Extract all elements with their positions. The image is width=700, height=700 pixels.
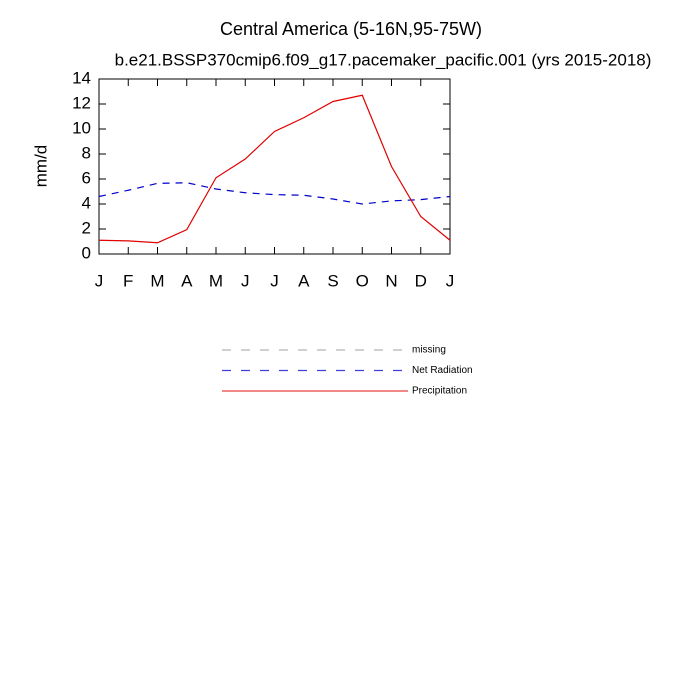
x-tick-label: M <box>209 271 223 290</box>
y-tick-label: 2 <box>82 218 91 237</box>
x-tick-label: A <box>298 271 310 290</box>
x-tick-label: J <box>241 271 250 290</box>
x-tick-label: O <box>356 271 369 290</box>
x-tick-label: J <box>270 271 279 290</box>
y-tick-label: 4 <box>82 193 91 212</box>
legend-label: missing <box>412 345 446 356</box>
x-tick-label: S <box>327 271 338 290</box>
legend-label: Net Radiation <box>412 365 473 376</box>
y-tick-label: 14 <box>72 68 91 87</box>
plot-frame <box>98 78 451 255</box>
x-tick-label: J <box>446 271 455 290</box>
chart-subtitle: b.e21.BSSP370cmip6.f09_g17.pacemaker_pac… <box>115 50 652 69</box>
line-series <box>98 182 451 205</box>
x-tick-label: J <box>95 271 104 290</box>
y-tick-label: 8 <box>82 143 91 162</box>
y-tick-label: 10 <box>72 118 91 137</box>
line-series <box>98 94 451 244</box>
x-tick-label: A <box>181 271 193 290</box>
y-tick-label: 6 <box>82 168 91 187</box>
legend-label: Precipitation <box>412 386 467 397</box>
y-tick-label: 12 <box>72 93 91 112</box>
x-tick-label: F <box>123 271 133 290</box>
y-tick-label: 0 <box>82 243 91 262</box>
y-axis-label: mm/d <box>31 145 50 188</box>
x-tick-label: M <box>150 271 164 290</box>
chart-title: Central America (5-16N,95-75W) <box>220 19 482 39</box>
x-tick-label: N <box>385 271 397 290</box>
x-tick-label: D <box>415 271 427 290</box>
